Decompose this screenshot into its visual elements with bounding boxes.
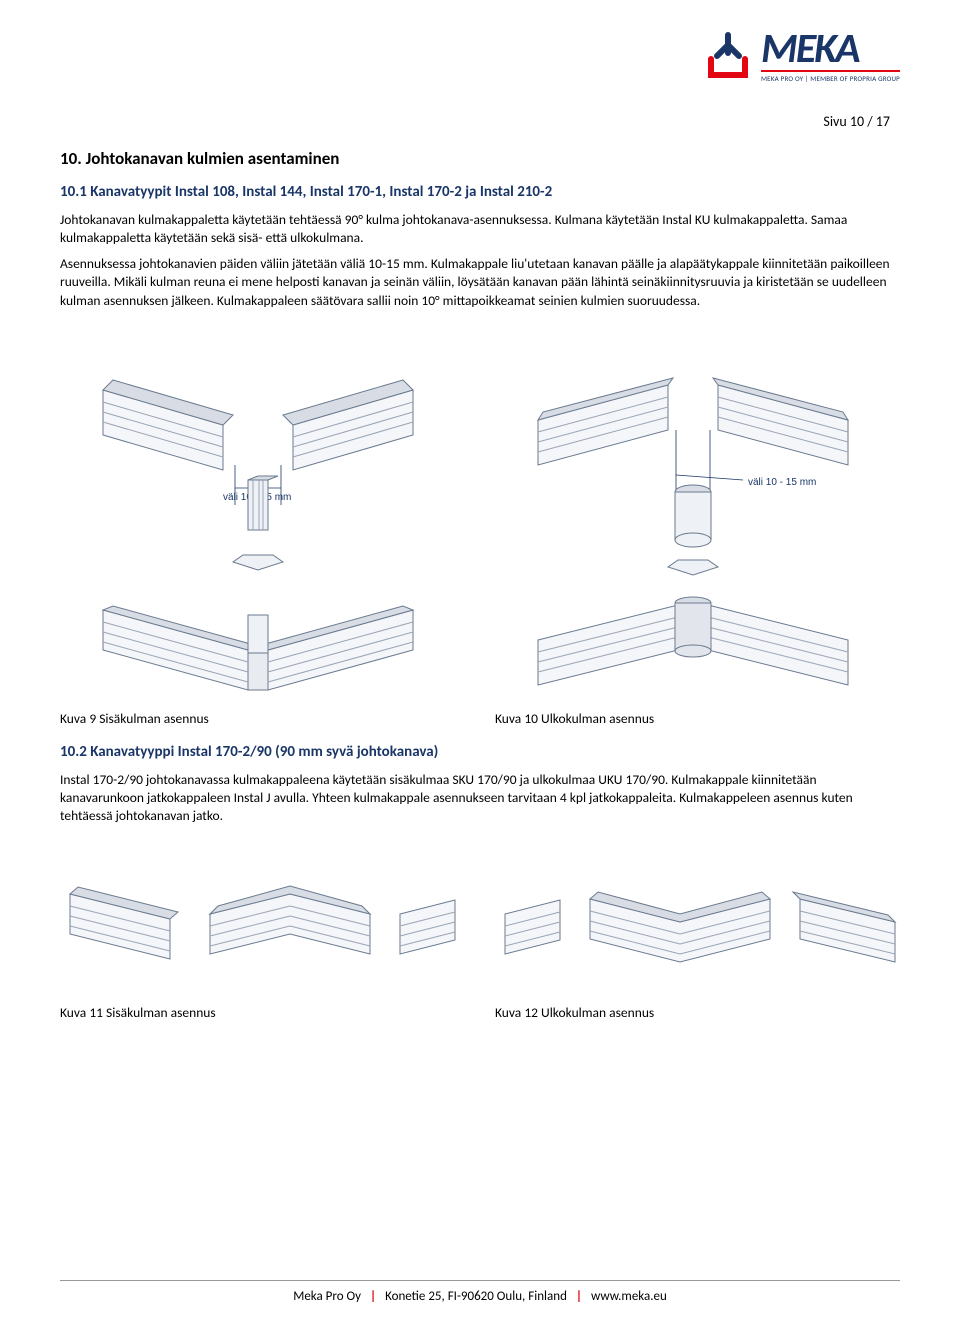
page-header: MEKA MEKA PRO OY | MEMBER OF PROPRIA GRO… <box>60 30 900 83</box>
footer-address: Konetie 25, FI-90620 Oulu, Finland <box>385 1289 567 1304</box>
gap-label-right: väli 10 - 15 mm <box>748 477 816 488</box>
footer-company: Meka Pro Oy <box>293 1289 361 1304</box>
page-footer: Meka Pro Oy | Konetie 25, FI-90620 Oulu,… <box>60 1280 900 1304</box>
caption-figure-9: Kuva 9 Sisäkulman asennus <box>60 710 465 727</box>
figure-11-diagram <box>60 844 460 974</box>
logo-brand-name: MEKA <box>761 30 900 68</box>
footer-sep-icon: | <box>576 1289 582 1304</box>
figure-10-col: väli 10 - 15 mm <box>495 330 900 700</box>
figure-12-diagram <box>500 844 900 974</box>
section-title: 10. Johtokanavan kulmien asentaminen <box>60 148 900 169</box>
para-10-1-a: Johtokanavan kulmakappaletta käytetään t… <box>60 211 900 247</box>
page-number: Sivu 10 / 17 <box>60 113 900 130</box>
caption-row-2: Kuva 11 Sisäkulman asennus Kuva 12 Ulkok… <box>60 1004 900 1021</box>
para-10-2-a: Instal 170-2/90 johtokanavassa kulmakapp… <box>60 771 900 826</box>
brand-logo: MEKA MEKA PRO OY | MEMBER OF PROPRIA GRO… <box>703 30 900 83</box>
footer-sep-icon: | <box>370 1289 376 1304</box>
caption-figure-11: Kuva 11 Sisäkulman asennus <box>60 1004 465 1021</box>
logo-icon <box>703 31 753 81</box>
para-10-1-b: Asennuksessa johtokanavien päiden väliin… <box>60 255 900 310</box>
document-page: MEKA MEKA PRO OY | MEMBER OF PROPRIA GRO… <box>0 0 960 1322</box>
figure-9-col: väli 10 - 15 mm <box>60 330 465 700</box>
footer-url: www.meka.eu <box>591 1289 667 1304</box>
figure-9-diagram: väli 10 - 15 mm <box>60 330 465 700</box>
subheading-10-2: 10.2 Kanavatyyppi Instal 170-2/90 (90 mm… <box>60 743 900 761</box>
logo-text-block: MEKA MEKA PRO OY | MEMBER OF PROPRIA GRO… <box>761 30 900 83</box>
caption-figure-10: Kuva 10 Ulkokulman asennus <box>495 710 900 727</box>
subheading-10-1: 10.1 Kanavatyypit Instal 108, Instal 144… <box>60 183 900 201</box>
figure-row-2 <box>60 844 900 974</box>
figure-row-1: väli 10 - 15 mm <box>60 330 900 700</box>
figure-10-diagram: väli 10 - 15 mm <box>495 330 900 700</box>
logo-subline: MEKA PRO OY | MEMBER OF PROPRIA GROUP <box>761 70 900 83</box>
caption-row-1: Kuva 9 Sisäkulman asennus Kuva 10 Ulkoku… <box>60 710 900 727</box>
caption-figure-12: Kuva 12 Ulkokulman asennus <box>495 1004 900 1021</box>
